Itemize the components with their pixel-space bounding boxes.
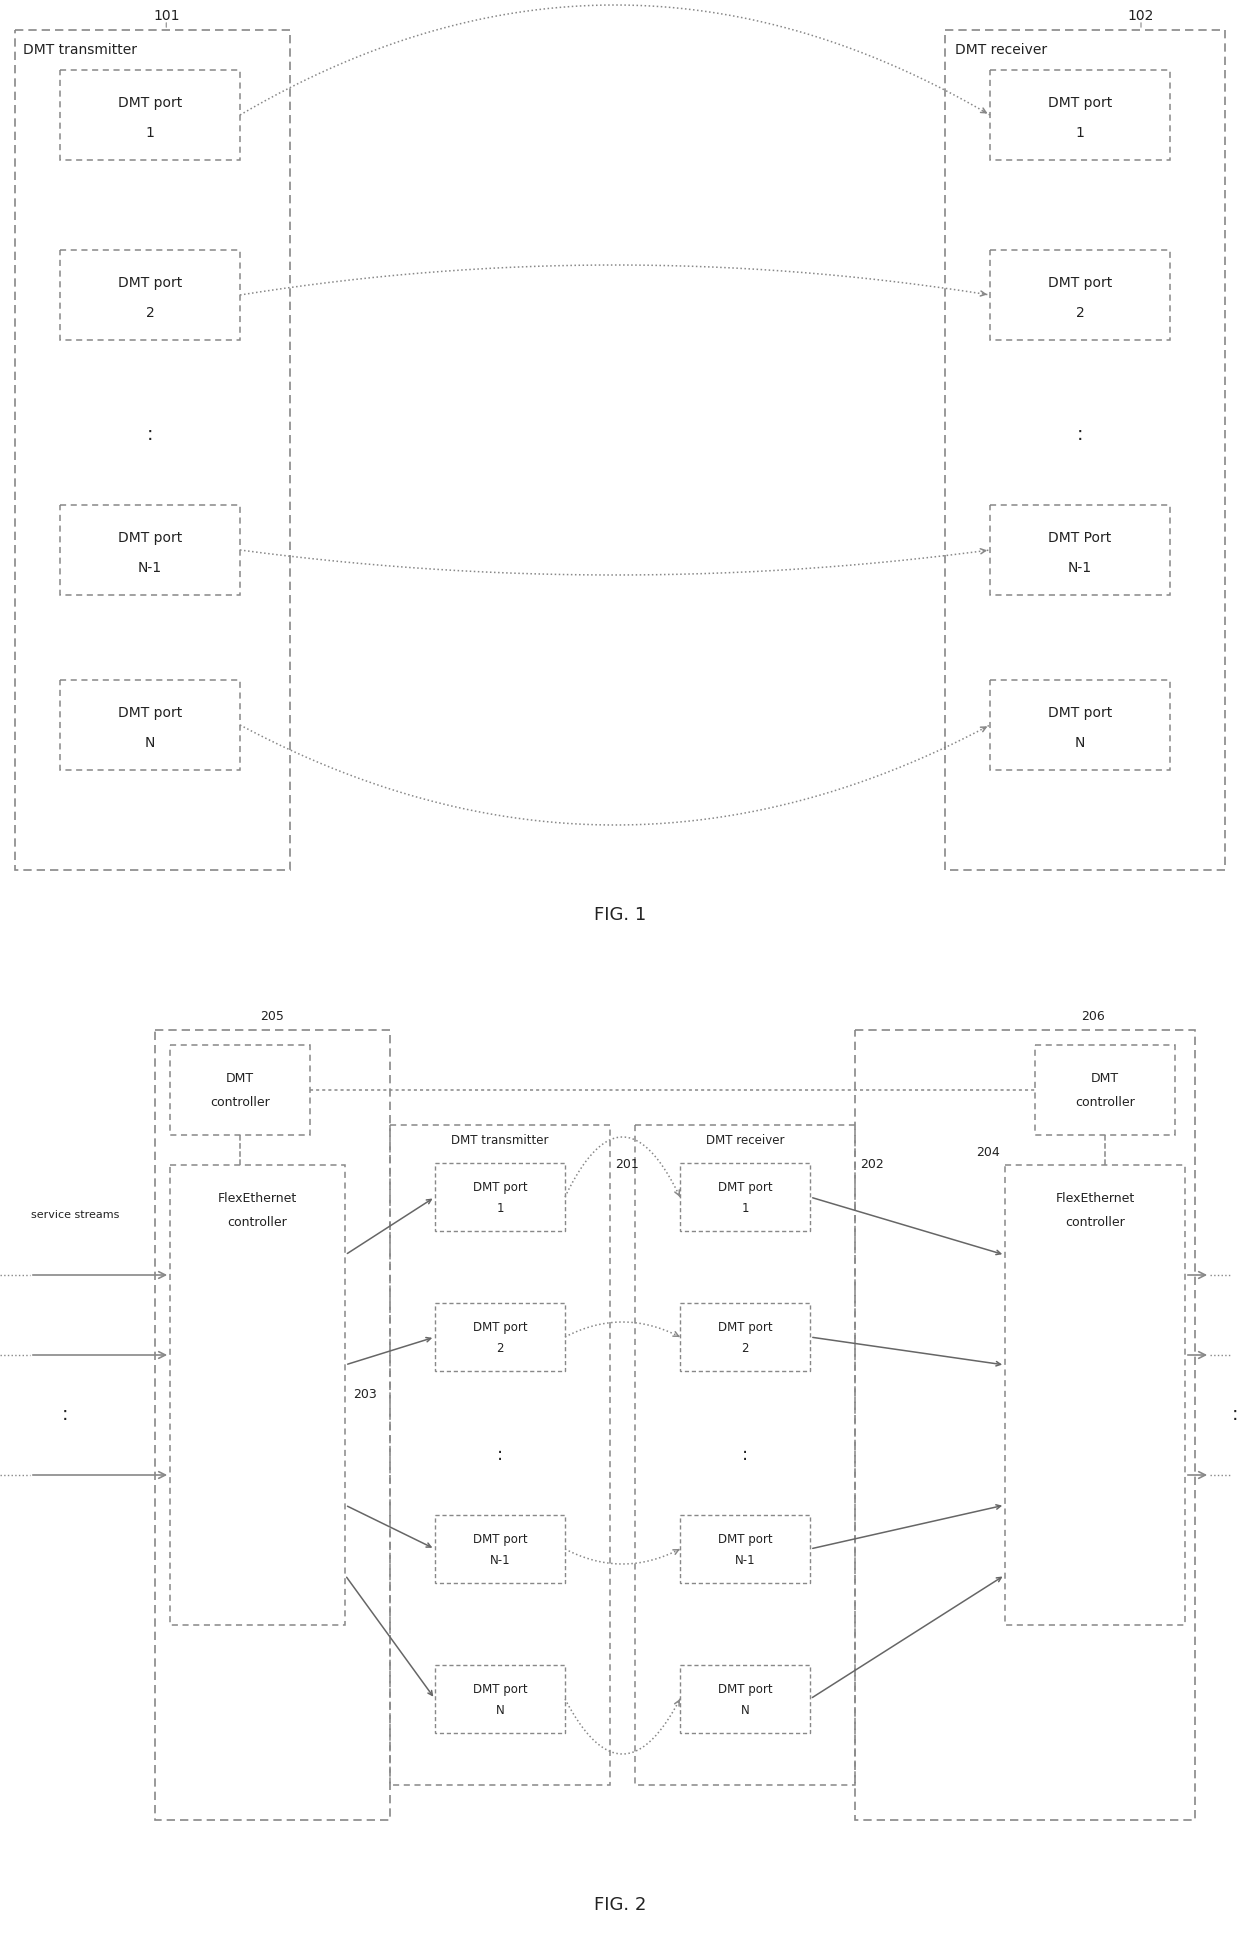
Bar <box>435 1303 565 1371</box>
Bar <box>680 1164 810 1231</box>
Text: :: : <box>497 1446 503 1464</box>
Text: :: : <box>146 426 154 445</box>
Text: N-1: N-1 <box>138 561 162 575</box>
Bar <box>15 29 290 869</box>
Text: N-1: N-1 <box>734 1555 755 1568</box>
Text: DMT port: DMT port <box>718 1682 773 1696</box>
Bar <box>60 70 241 161</box>
Text: 2: 2 <box>742 1342 749 1355</box>
Bar <box>635 1125 856 1785</box>
Bar <box>435 1665 565 1733</box>
Text: :: : <box>62 1406 68 1425</box>
Bar <box>60 505 241 594</box>
Text: DMT port: DMT port <box>718 1533 773 1545</box>
Text: DMT port: DMT port <box>1048 707 1112 720</box>
Text: N: N <box>145 736 155 749</box>
Bar <box>945 29 1225 869</box>
Text: DMT port: DMT port <box>118 277 182 290</box>
Text: DMT port: DMT port <box>1048 97 1112 110</box>
Bar <box>990 680 1171 771</box>
Text: DMT port: DMT port <box>472 1320 527 1334</box>
Bar <box>680 1303 810 1371</box>
Bar <box>990 70 1171 161</box>
Text: N-1: N-1 <box>1068 561 1092 575</box>
Bar <box>856 1030 1195 1820</box>
Text: N: N <box>1075 736 1085 749</box>
Bar <box>680 1516 810 1584</box>
Bar <box>990 505 1171 594</box>
Text: DMT port: DMT port <box>472 1181 527 1193</box>
Text: DMT port: DMT port <box>718 1320 773 1334</box>
Text: FIG. 1: FIG. 1 <box>594 906 646 923</box>
Text: 101: 101 <box>153 10 180 23</box>
Text: N-1: N-1 <box>490 1555 511 1568</box>
Text: N: N <box>496 1704 505 1717</box>
Text: 203: 203 <box>353 1388 377 1402</box>
Text: DMT port: DMT port <box>118 530 182 546</box>
Text: 1: 1 <box>496 1202 503 1216</box>
Text: service streams: service streams <box>31 1210 119 1220</box>
Bar <box>1035 1045 1176 1134</box>
Text: 204: 204 <box>976 1146 999 1158</box>
Text: DMT port: DMT port <box>1048 277 1112 290</box>
Text: 205: 205 <box>260 1011 284 1024</box>
Bar <box>435 1516 565 1584</box>
Text: controller: controller <box>1065 1216 1125 1229</box>
Text: FlexEthernet: FlexEthernet <box>218 1191 298 1204</box>
Bar <box>680 1665 810 1733</box>
Text: 202: 202 <box>861 1158 884 1171</box>
Text: 2: 2 <box>496 1342 503 1355</box>
Text: 1: 1 <box>742 1202 749 1216</box>
Text: 206: 206 <box>1081 1011 1105 1024</box>
Text: DMT: DMT <box>226 1071 254 1084</box>
Text: 201: 201 <box>615 1158 639 1171</box>
Bar <box>990 250 1171 341</box>
Bar <box>170 1165 345 1624</box>
Bar <box>60 680 241 771</box>
Bar <box>60 250 241 341</box>
Text: DMT port: DMT port <box>718 1181 773 1193</box>
Bar <box>170 1045 310 1134</box>
Text: DMT port: DMT port <box>118 707 182 720</box>
Text: DMT port: DMT port <box>472 1682 527 1696</box>
Text: controller: controller <box>210 1096 270 1109</box>
Text: DMT port: DMT port <box>118 97 182 110</box>
Text: :: : <box>1231 1406 1239 1425</box>
Text: 2: 2 <box>145 306 154 319</box>
Bar <box>1004 1165 1185 1624</box>
Text: 1: 1 <box>145 126 155 139</box>
Text: :: : <box>742 1446 748 1464</box>
Bar <box>155 1030 391 1820</box>
Text: controller: controller <box>228 1216 288 1229</box>
Text: 102: 102 <box>1128 10 1154 23</box>
Text: DMT transmitter: DMT transmitter <box>451 1134 549 1148</box>
Text: 1: 1 <box>1075 126 1085 139</box>
Text: N: N <box>740 1704 749 1717</box>
Text: DMT: DMT <box>1091 1071 1118 1084</box>
Text: controller: controller <box>1075 1096 1135 1109</box>
Text: 2: 2 <box>1075 306 1084 319</box>
Text: DMT port: DMT port <box>472 1533 527 1545</box>
Text: DMT receiver: DMT receiver <box>955 43 1047 56</box>
Text: DMT transmitter: DMT transmitter <box>24 43 136 56</box>
Text: FlexEthernet: FlexEthernet <box>1055 1191 1135 1204</box>
Bar <box>435 1164 565 1231</box>
Bar <box>391 1125 610 1785</box>
Text: DMT Port: DMT Port <box>1048 530 1111 546</box>
Text: :: : <box>1076 426 1084 445</box>
Text: DMT receiver: DMT receiver <box>706 1134 784 1148</box>
Text: FIG. 2: FIG. 2 <box>594 1895 646 1915</box>
